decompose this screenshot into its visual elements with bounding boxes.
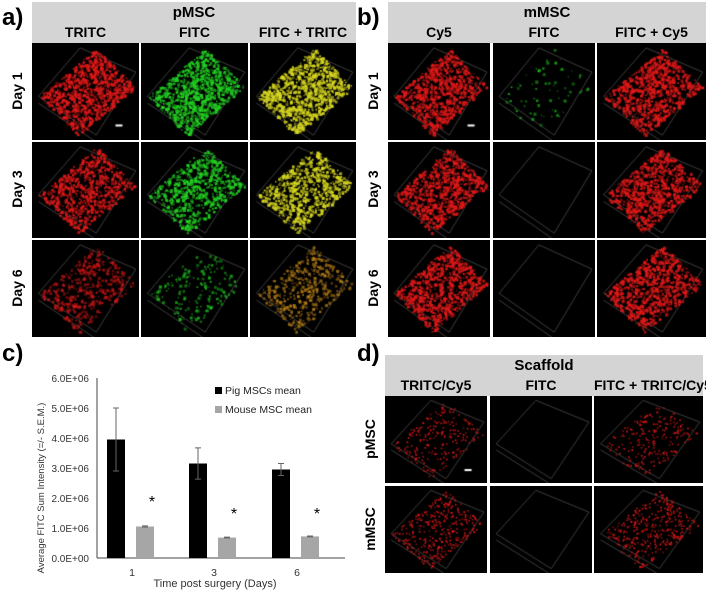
microscopy-image	[490, 396, 592, 483]
legend: Pig MSCs mean Mouse MSC mean	[215, 385, 312, 416]
bars: 1 * 3 * 6 *	[107, 407, 320, 579]
microscopy-image	[490, 486, 592, 573]
x-tick-label: 3	[211, 567, 217, 579]
column-title: TRITC	[64, 24, 107, 40]
column-title: FITC	[528, 24, 560, 40]
microscopy-image	[597, 240, 706, 337]
panel-title: mMSC	[523, 4, 571, 21]
column-title: FITC	[178, 24, 211, 40]
row-label: pMSC	[362, 418, 378, 459]
microscopy-image	[388, 240, 490, 337]
y-tick-label: 2.0E+06	[51, 494, 89, 505]
panel-title: Scaffold	[514, 357, 574, 374]
row-label: Day 6	[365, 268, 381, 307]
panel-title: pMSC	[172, 4, 216, 21]
significance-star: *	[231, 506, 237, 523]
significance-star: *	[149, 494, 155, 511]
y-tick-label: 4.0E+06	[51, 434, 89, 445]
error-bar	[113, 407, 119, 472]
x-tick-label: 6	[294, 567, 300, 579]
row-label: mMSC	[362, 506, 378, 551]
legend-swatch-mouse	[215, 406, 222, 413]
column-title: FITC + Cy5	[615, 24, 688, 40]
error-bar	[278, 463, 284, 476]
microscopy-image	[594, 396, 703, 483]
error-bar	[195, 447, 201, 480]
row-label: Day 6	[9, 268, 25, 307]
microscopy-image	[141, 142, 248, 238]
x-axis-label: Time post surgery (Days)	[153, 578, 276, 590]
microscopy-image	[32, 43, 139, 140]
microscopy-image	[250, 43, 356, 140]
bar-pig	[189, 463, 207, 558]
panel-b-label: b)	[357, 4, 380, 31]
microscopy-image	[385, 396, 487, 483]
column-title: Cy5	[426, 24, 452, 40]
microscopy-image	[388, 43, 490, 140]
row-label: Day 3	[9, 170, 25, 208]
microscopy-image	[141, 240, 248, 337]
y-tick-label: 1.0E+06	[51, 524, 89, 535]
error-bar	[307, 535, 313, 538]
microscopy-image	[141, 43, 248, 140]
y-tick-label: 5.0E+06	[51, 404, 89, 415]
row-label: Day 3	[365, 170, 381, 208]
panel-d-label: d)	[357, 340, 380, 367]
microscopy-image	[32, 142, 139, 238]
legend-mouse: Mouse MSC mean	[225, 404, 312, 416]
microscopy-image	[388, 142, 490, 238]
y-tick-label: 3.0E+06	[51, 464, 89, 475]
significance-star: *	[314, 506, 320, 523]
row-label: Day 1	[9, 71, 25, 110]
y-tick-label: 0.0E+00	[51, 554, 89, 565]
panel-d-header: Scaffold TRITC/Cy5 FITC FITC + TRITC/Cy5	[385, 355, 706, 396]
microscopy-image	[250, 240, 356, 337]
microscopy-image	[493, 142, 595, 238]
column-title: FITC	[525, 377, 557, 393]
microscopy-image	[385, 486, 487, 573]
column-title: FITC + TRITC	[258, 24, 348, 40]
column-title: TRITC/Cy5	[400, 377, 472, 393]
legend-pig: Pig MSCs mean	[225, 385, 301, 397]
y-axis-label: Average FITC Sum Intensity (=/- S.E.M.)	[36, 403, 47, 574]
error-bar	[142, 525, 148, 528]
bar-mouse	[301, 536, 319, 558]
microscopy-image	[597, 142, 706, 238]
microscopy-image	[594, 486, 703, 573]
legend-swatch-pig	[215, 387, 222, 394]
panel-a-label: a)	[2, 4, 24, 31]
column-title: FITC + TRITC/Cy5	[594, 377, 706, 393]
bar-pig	[272, 469, 290, 558]
row-label: Day 1	[365, 71, 381, 110]
panel-a-header: pMSC TRITC FITC FITC + TRITC	[32, 2, 356, 43]
x-tick-label: 1	[129, 567, 135, 579]
microscopy-image	[250, 142, 356, 238]
panel-c-label: c)	[2, 340, 24, 367]
bar-chart: 0.0E+00 1.0E+06 2.0E+06 3.0E+06 4.0E+06 5.0E+…	[36, 374, 345, 590]
microscopy-image	[493, 240, 595, 337]
microscopy-image	[493, 43, 595, 140]
y-tick-label: 6.0E+06	[51, 374, 89, 385]
bar-mouse	[218, 537, 236, 558]
bar-mouse	[136, 526, 154, 558]
bar-pig	[107, 439, 125, 558]
microscopy-image	[32, 240, 139, 337]
error-bar	[224, 536, 230, 539]
panel-b-header: mMSC Cy5 FITC FITC + Cy5	[388, 2, 706, 43]
microscopy-image	[597, 43, 706, 140]
